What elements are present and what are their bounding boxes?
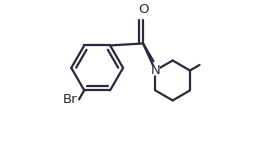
Circle shape xyxy=(151,66,160,75)
Text: O: O xyxy=(138,3,148,16)
Text: N: N xyxy=(150,64,160,77)
Text: Br: Br xyxy=(63,93,78,106)
